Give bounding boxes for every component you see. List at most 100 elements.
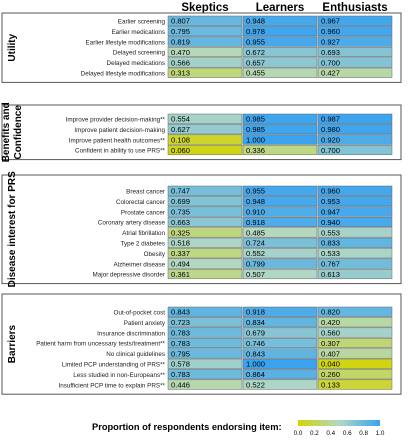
- cell-value: 0.693: [321, 48, 340, 57]
- cell-value: 0.955: [246, 38, 265, 47]
- row-label: Out-of-pocket cost: [114, 310, 166, 317]
- cell-value: 0.485: [246, 228, 265, 237]
- group-panel: [1, 174, 402, 285]
- legend-tick-label: 0.8: [359, 430, 368, 437]
- cell-value: 0.920: [321, 136, 340, 145]
- cell-value: 0.985: [246, 115, 265, 124]
- cell-value: 0.494: [171, 260, 190, 269]
- heatmap-cell: [242, 327, 318, 338]
- cell-value: 0.060: [171, 146, 190, 155]
- row-label: Breast cancer: [126, 189, 165, 196]
- cell-value: 0.940: [321, 218, 340, 227]
- cell-value: 0.746: [246, 339, 265, 348]
- cell-value: 0.679: [246, 329, 265, 338]
- cell-value: 0.799: [246, 260, 265, 269]
- cell-value: 0.552: [246, 249, 265, 258]
- row-label: No clinical guidelines: [106, 351, 165, 358]
- cell-value: 0.948: [246, 17, 265, 26]
- cell-value: 0.833: [321, 239, 340, 248]
- heatmap-cell: [242, 348, 318, 359]
- heatmap-cell: [167, 306, 243, 317]
- group-label: Utility: [7, 33, 18, 61]
- row-label: Earlier screening: [118, 19, 166, 26]
- heatmap-cell: [242, 358, 318, 369]
- heatmap-cell: [317, 67, 393, 78]
- cell-value: 0.427: [321, 69, 340, 78]
- cell-value: 0.657: [246, 58, 265, 67]
- heatmap-cell: [242, 46, 318, 58]
- heatmap-cell: [242, 67, 318, 78]
- heatmap-cell: [167, 196, 243, 207]
- group-label: Barriers: [7, 324, 18, 363]
- cell-value: 0.507: [246, 270, 265, 279]
- cell-value: 0.133: [321, 381, 340, 390]
- cell-value: 0.910: [246, 208, 265, 217]
- heatmap-cell: [167, 46, 243, 58]
- cell-value: 0.040: [321, 360, 340, 369]
- row-label: Prostate cancer: [121, 209, 165, 216]
- heatmap-cell: [317, 337, 393, 349]
- heatmap-cell: [167, 144, 243, 156]
- heatmap-cell: [242, 227, 318, 238]
- row-label: Patient harm from uncessary tests/treatm…: [36, 341, 165, 348]
- cell-value: 0.820: [321, 308, 340, 317]
- heatmap-cell: [242, 113, 318, 124]
- row-label: Earlier lifestyle modifications: [86, 39, 165, 46]
- heatmap-cell: [167, 26, 243, 37]
- heatmap-cell: [167, 258, 243, 269]
- heatmap-cell: [317, 144, 393, 156]
- heatmap-cell: [317, 327, 393, 338]
- cell-value: 0.783: [171, 329, 190, 338]
- column-header: Learners: [256, 2, 305, 14]
- heatmap-cell: [167, 237, 243, 248]
- cell-value: 0.446: [171, 381, 190, 390]
- heatmap-cell: [167, 327, 243, 338]
- cell-value: 0.747: [171, 187, 190, 196]
- heatmap-cell: [317, 258, 393, 269]
- heatmap-cell: [317, 369, 393, 380]
- group-panel: [1, 104, 402, 161]
- heatmap-cell: [317, 216, 393, 228]
- cell-value: 0.843: [171, 308, 190, 317]
- cell-value: 0.960: [321, 27, 340, 36]
- cell-value: 0.260: [321, 370, 340, 379]
- legend-tick-label: 1.0: [376, 430, 385, 437]
- group-label: Benefits andConfidence: [1, 102, 24, 162]
- column-header: Enthusiasts: [322, 2, 387, 14]
- heatmap-cell: [242, 216, 318, 228]
- cell-value: 0.560: [321, 329, 340, 338]
- cell-value: 1.000: [246, 136, 265, 145]
- heatmap-cell: [317, 36, 393, 47]
- cell-value: 0.723: [171, 318, 190, 327]
- row-label: Type 2 diabetes: [121, 241, 165, 248]
- row-label: Patient anxiety: [124, 320, 166, 327]
- heatmap-cell: [242, 196, 318, 207]
- heatmap-cell: [167, 15, 243, 26]
- group-label: Disease interest for PRS: [7, 171, 18, 287]
- heatmap-cell: [167, 57, 243, 68]
- heatmap-cell: [167, 124, 243, 135]
- row-label: Improve patient health outcomes**: [69, 137, 166, 144]
- cell-value: 0.955: [246, 187, 265, 196]
- row-label: Delayed lifestyle modifications: [81, 71, 165, 78]
- heatmap-cell: [242, 144, 318, 156]
- cell-value: 0.518: [171, 239, 190, 248]
- cell-value: 1.000: [246, 360, 265, 369]
- heatmap-cell: [167, 369, 243, 380]
- heatmap-cell: [167, 358, 243, 369]
- heatmap-cell: [317, 26, 393, 37]
- heatmap-cell: [317, 124, 393, 135]
- cell-value: 0.325: [171, 228, 190, 237]
- cell-value: 0.807: [171, 17, 190, 26]
- cell-value: 0.783: [171, 339, 190, 348]
- heatmap-cell: [242, 57, 318, 68]
- heatmap-cell: [317, 227, 393, 238]
- cell-value: 0.985: [246, 125, 265, 134]
- row-label: Delayed medications: [107, 60, 165, 67]
- heatmap-cell: [167, 113, 243, 124]
- cell-value: 0.470: [171, 48, 190, 57]
- heatmap-cell: [317, 306, 393, 317]
- column-header: Skeptics: [181, 2, 228, 14]
- cell-value: 0.455: [246, 69, 265, 78]
